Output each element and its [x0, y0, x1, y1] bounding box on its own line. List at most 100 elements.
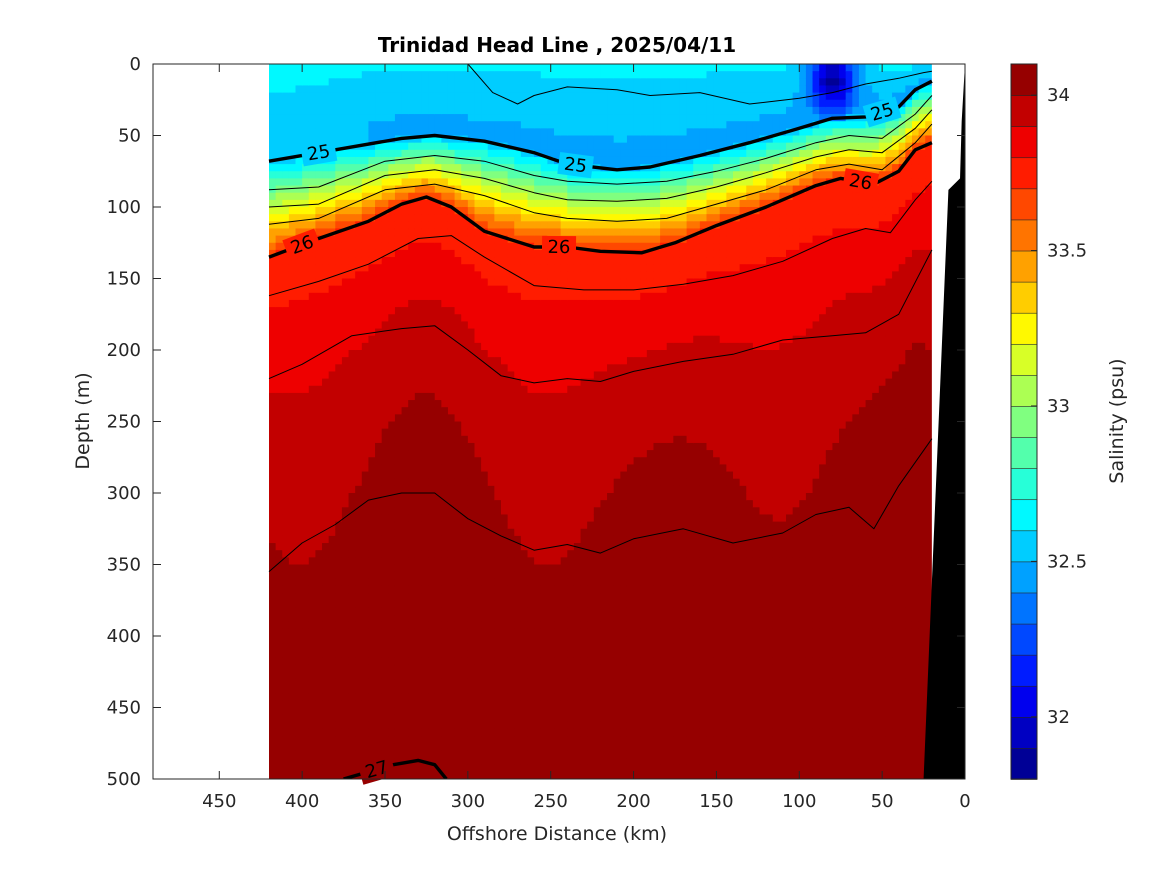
salinity-cell — [322, 485, 330, 494]
salinity-cell — [328, 164, 336, 172]
salinity-cell — [421, 314, 429, 322]
salinity-cell — [421, 278, 429, 287]
salinity-cell — [534, 307, 542, 315]
salinity-cell — [580, 728, 588, 737]
salinity-cell — [335, 271, 343, 280]
salinity-cell — [514, 493, 522, 501]
salinity-cell — [573, 350, 582, 358]
salinity-cell — [567, 378, 575, 387]
salinity-cell — [507, 242, 515, 251]
salinity-cell — [507, 457, 515, 465]
salinity-cell — [428, 335, 436, 344]
salinity-cell — [501, 550, 509, 558]
salinity-cell — [375, 442, 383, 451]
salinity-cell — [302, 285, 310, 294]
salinity-cell — [527, 249, 535, 258]
salinity-cell — [408, 528, 416, 537]
salinity-cell — [408, 764, 416, 773]
salinity-cell — [573, 292, 582, 301]
salinity-cell — [348, 242, 356, 251]
salinity-cell — [481, 571, 489, 580]
salinity-cell — [527, 471, 535, 480]
salinity-cell — [381, 128, 389, 137]
salinity-cell — [467, 285, 476, 294]
salinity-cell — [295, 757, 303, 766]
salinity-cell — [593, 228, 602, 237]
salinity-cell — [573, 485, 582, 494]
salinity-cell — [394, 199, 403, 208]
salinity-cell — [282, 357, 290, 365]
salinity-cell — [573, 671, 582, 680]
salinity-cell — [454, 521, 462, 530]
salinity-cell — [375, 235, 383, 244]
salinity-cell — [580, 414, 588, 423]
salinity-cell — [308, 400, 316, 408]
salinity-cell — [434, 707, 442, 716]
salinity-cell — [560, 721, 568, 730]
salinity-cell — [487, 264, 495, 272]
salinity-cell — [335, 707, 343, 716]
salinity-cell — [567, 106, 575, 115]
salinity-cell — [527, 235, 535, 244]
salinity-cell — [328, 335, 336, 344]
salinity-cell — [282, 607, 290, 616]
salinity-cell — [494, 385, 502, 394]
salinity-cell — [454, 671, 462, 680]
salinity-cell — [361, 607, 370, 616]
salinity-cell — [295, 621, 303, 630]
salinity-cell — [540, 114, 548, 122]
salinity-cell — [540, 593, 548, 601]
salinity-cell — [527, 528, 535, 537]
salinity-cell — [507, 514, 515, 523]
salinity-cell — [454, 392, 462, 401]
salinity-cell — [388, 478, 396, 487]
salinity-cell — [375, 707, 383, 716]
salinity-cell — [567, 135, 575, 144]
salinity-cell — [275, 121, 283, 129]
salinity-cell — [295, 471, 303, 480]
salinity-cell — [414, 149, 423, 158]
salinity-cell — [428, 528, 436, 537]
salinity-cell — [434, 564, 442, 573]
salinity-cell — [487, 707, 495, 716]
salinity-cell — [328, 521, 336, 530]
salinity-cell — [467, 142, 476, 151]
salinity-cell — [454, 192, 462, 201]
salinity-cell — [527, 85, 535, 94]
salinity-cell — [534, 185, 542, 194]
salinity-cell — [520, 714, 529, 723]
salinity-cell — [328, 71, 336, 79]
salinity-cell — [408, 543, 416, 551]
salinity-cell — [580, 521, 588, 530]
salinity-cell — [381, 550, 389, 558]
salinity-cell — [501, 64, 509, 72]
salinity-cell — [394, 185, 403, 194]
salinity-cell — [335, 385, 343, 394]
salinity-cell — [494, 299, 502, 308]
salinity-cell — [507, 271, 515, 280]
salinity-cell — [467, 121, 476, 129]
salinity-cell — [315, 678, 323, 687]
salinity-cell — [527, 514, 535, 523]
salinity-cell — [355, 714, 363, 723]
salinity-cell — [401, 350, 409, 358]
salinity-cell — [381, 471, 389, 480]
salinity-cell — [269, 214, 277, 222]
salinity-cell — [322, 757, 330, 766]
salinity-cell — [560, 557, 568, 566]
salinity-cell — [302, 621, 310, 630]
salinity-cell — [454, 64, 462, 72]
salinity-cell — [461, 757, 469, 766]
salinity-cell — [474, 600, 482, 608]
salinity-cell — [341, 607, 350, 616]
salinity-cell — [275, 736, 283, 744]
salinity-cell — [587, 199, 595, 208]
salinity-cell — [335, 171, 343, 179]
salinity-cell — [434, 514, 442, 523]
salinity-cell — [308, 121, 316, 129]
salinity-cell — [540, 564, 548, 573]
salinity-cell — [302, 128, 310, 137]
salinity-cell — [554, 371, 562, 380]
salinity-cell — [282, 192, 290, 201]
salinity-cell — [288, 471, 297, 480]
